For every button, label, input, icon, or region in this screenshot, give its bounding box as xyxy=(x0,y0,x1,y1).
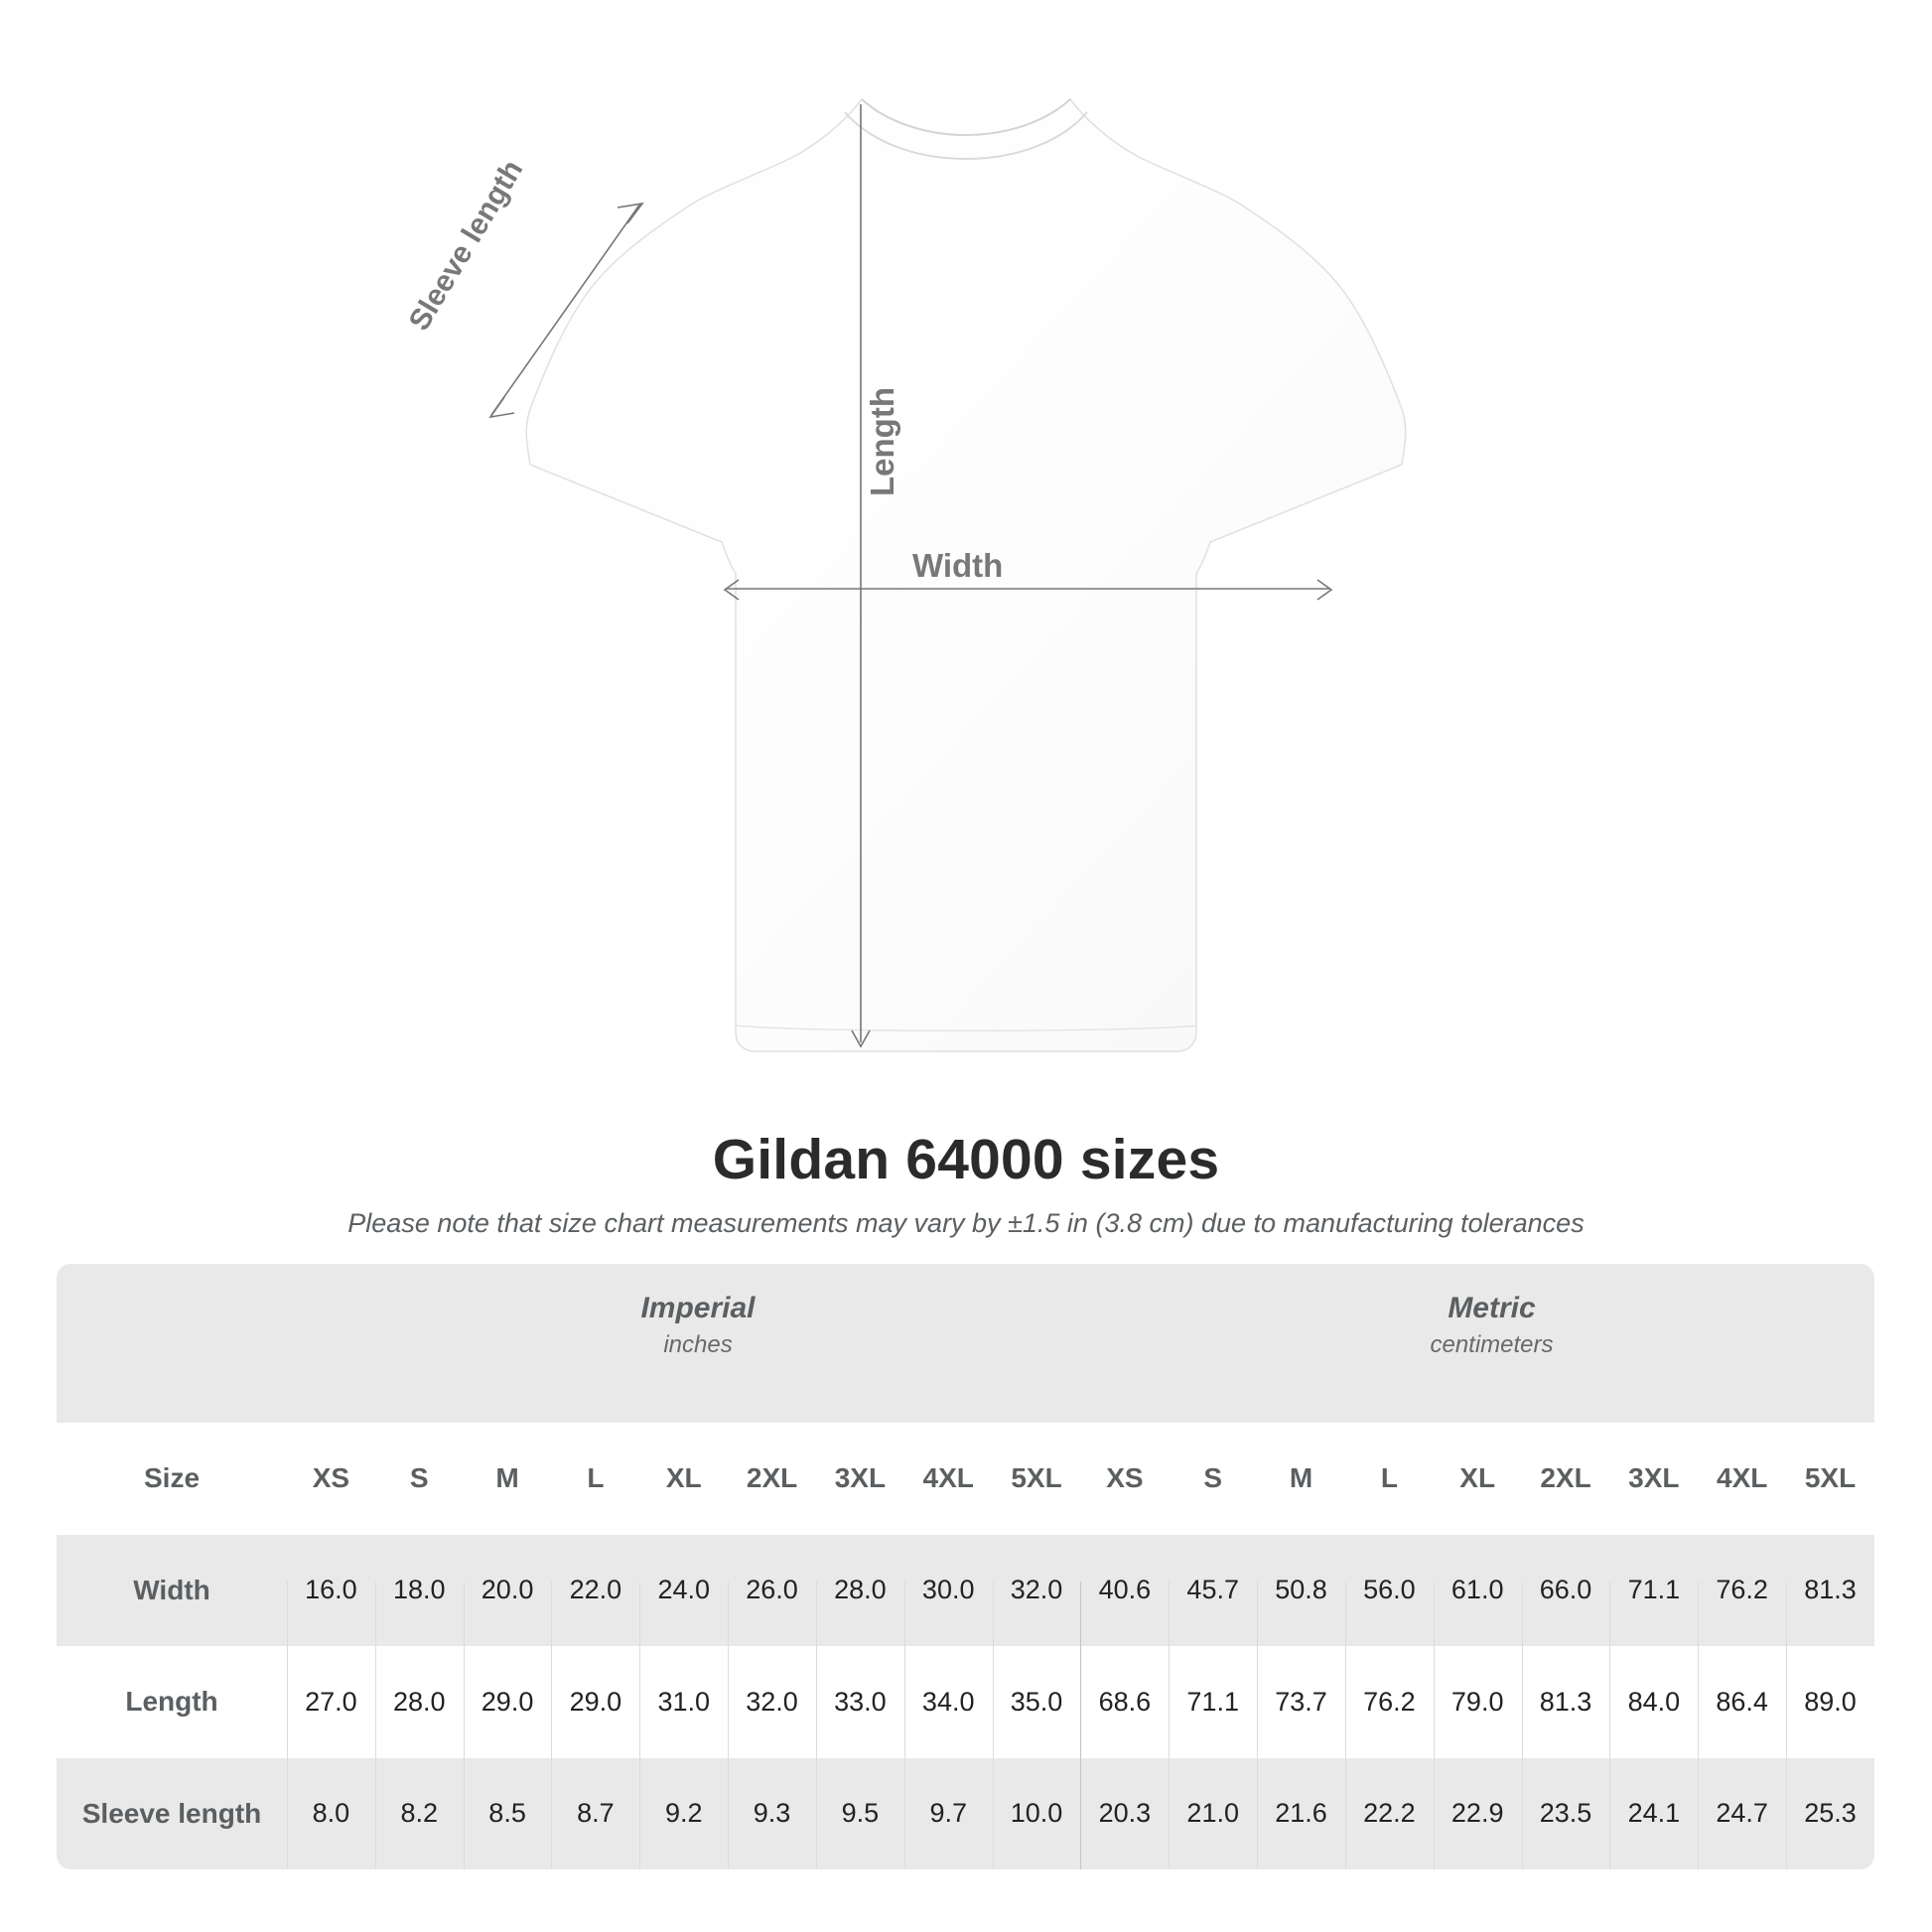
svg-text:Length: Length xyxy=(864,387,900,496)
svg-text:Sleeve length: Sleeve length xyxy=(403,155,530,337)
svg-text:Width: Width xyxy=(912,547,1003,584)
